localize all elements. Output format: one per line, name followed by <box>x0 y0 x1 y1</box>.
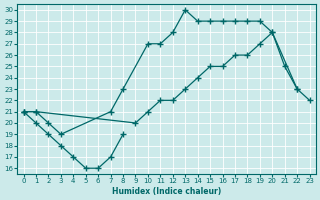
X-axis label: Humidex (Indice chaleur): Humidex (Indice chaleur) <box>112 187 221 196</box>
